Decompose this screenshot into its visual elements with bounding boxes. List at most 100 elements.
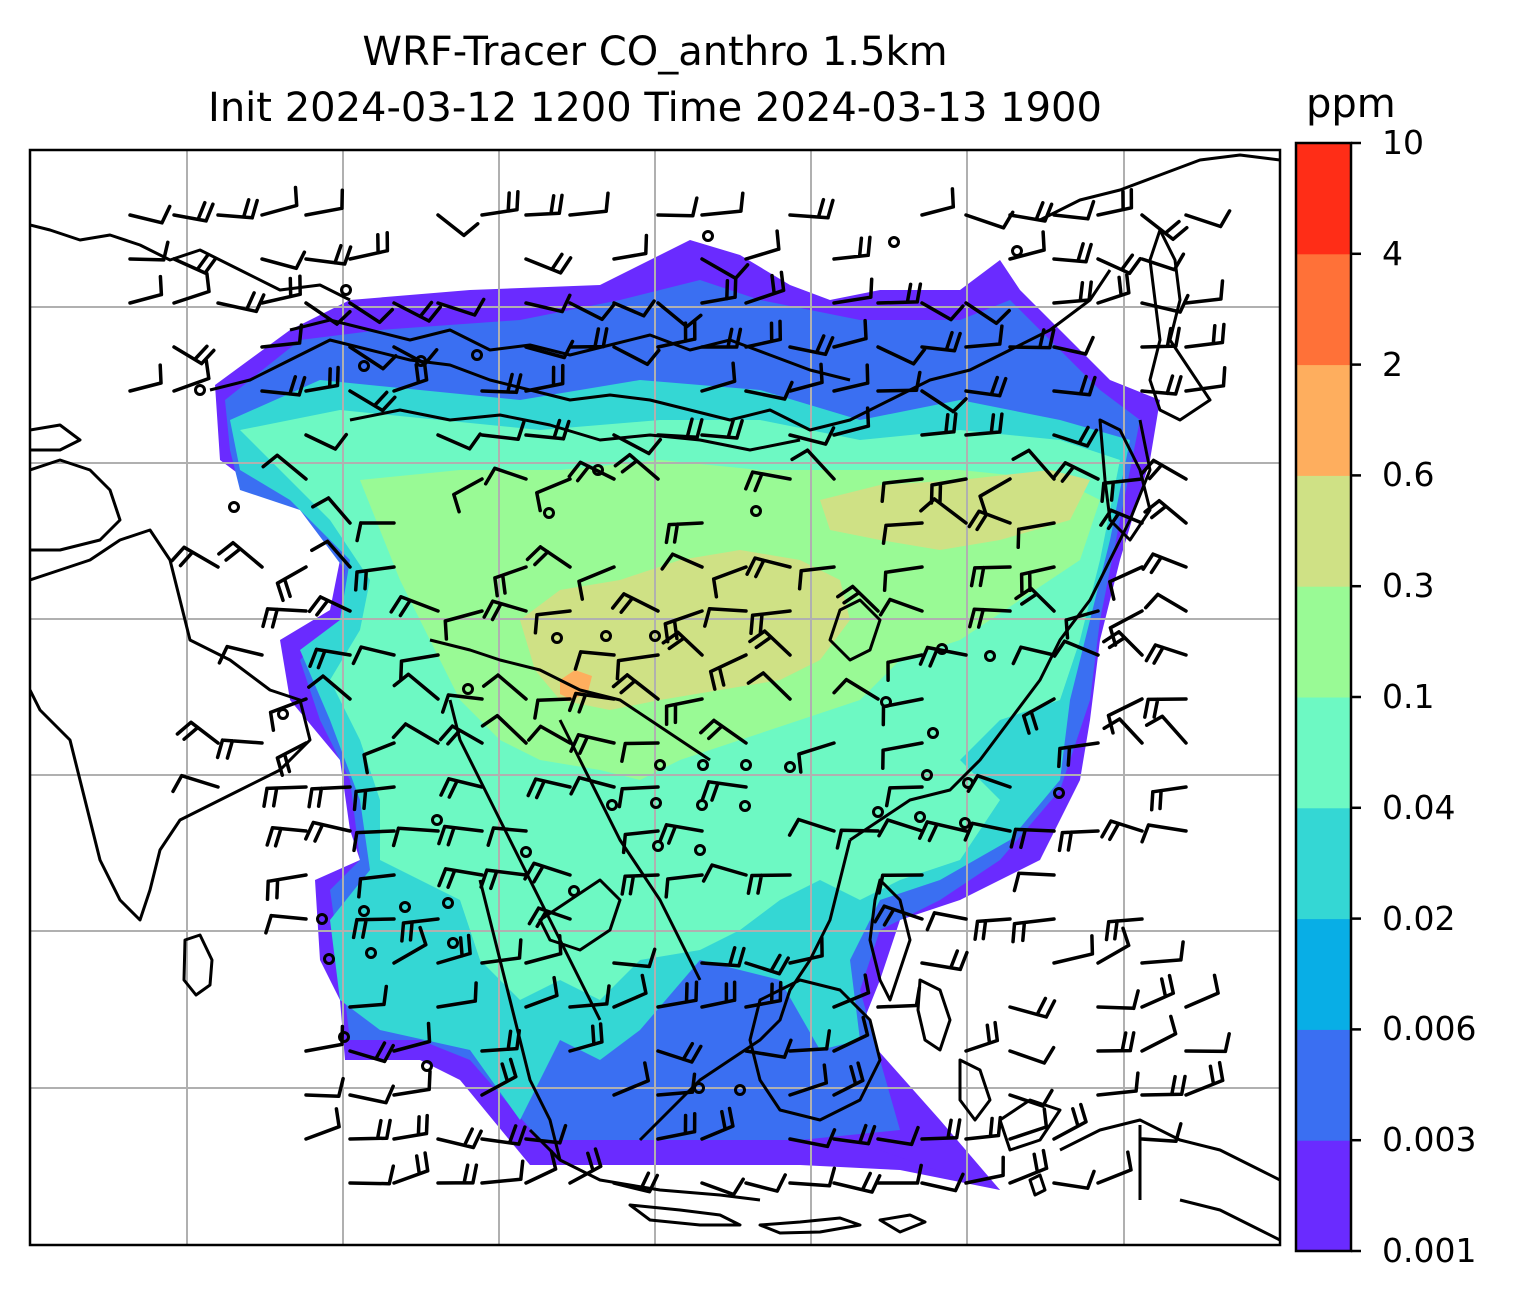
wind-barb [744,319,783,349]
wind-barb [348,984,389,1009]
wind-barb [265,873,308,902]
wind-barb [620,873,660,896]
wind-barb [832,973,871,1009]
wind-barb [1052,280,1093,305]
calm-wind-marker [921,769,933,781]
calm-wind-marker [358,905,370,917]
wind-barb [612,973,648,1009]
wind-barb [1140,326,1181,349]
wind-barb [964,301,1011,326]
wind-barb [832,1015,870,1053]
wind-barb [304,1107,341,1141]
wind-barb [524,293,572,314]
wind-barb [1016,521,1056,550]
wind-barb [172,344,216,366]
wind-barb [172,358,211,393]
wind-barb [1140,1122,1183,1143]
wind-barb [656,1041,703,1064]
wind-barb [1099,508,1144,531]
wind-barb [437,867,484,889]
wind-barb [745,556,792,579]
wind-barb [876,370,922,393]
wind-barb [967,509,1012,532]
wind-barb [268,697,308,732]
wind-barb [261,607,308,629]
calm-wind-marker [365,947,377,959]
wind-barb [1104,917,1144,942]
calm-wind-marker [652,840,664,852]
wind-barb [524,193,564,217]
wind-barb [260,185,299,217]
wind-barb [746,671,792,701]
wind-barb [744,1038,793,1059]
wind-barb [304,365,340,393]
wind-barb [620,741,660,763]
wind-barb [307,595,352,617]
wind-barb [348,1084,395,1105]
wind-barb [452,477,484,514]
wind-barb [573,650,616,671]
calm-wind-marker [739,800,751,812]
wind-barb [832,277,874,305]
wind-barb [1052,199,1096,221]
wind-barb [175,720,220,745]
wind-barb [832,318,868,349]
wind-barb [480,372,523,395]
colorbar-segment [1296,1140,1351,1252]
wind-barb [436,933,472,965]
wind-barb [832,363,870,393]
wind-barb [1052,461,1100,483]
wind-barb [304,188,345,217]
wind-barb [524,1149,558,1185]
calm-wind-marker [1011,245,1023,257]
calm-wind-marker [520,846,532,858]
wind-barb [480,1124,527,1146]
wind-barb [128,274,164,305]
calm-wind-marker [399,901,411,913]
wind-barb [260,274,302,305]
calm-wind-marker [740,759,752,771]
wind-barb [877,818,924,838]
wind-barb [311,496,352,525]
wind-barb [1102,630,1144,657]
calm-wind-marker [984,650,996,662]
wind-barb [568,191,610,217]
wind-barb [703,607,748,628]
wind-barb [348,230,390,261]
wind-barb [964,1115,1003,1141]
wind-barb [217,644,264,665]
wind-barb [1011,645,1056,666]
wind-barb [1140,213,1189,242]
wind-barb [1021,697,1056,735]
wind-barb [480,189,520,217]
wind-barb [391,722,440,745]
wind-barb [172,271,211,305]
wind-barb [567,691,616,714]
colorbar-tick-label: 4 [1382,233,1403,273]
wind-barb [664,697,704,726]
calm-wind-marker [1053,787,1065,799]
wind-barb [351,917,396,940]
colorbar-tick-label: 2 [1382,344,1403,384]
wind-barb [1096,989,1140,1011]
wind-barb [1140,940,1185,965]
wind-barb [172,253,218,275]
wind-barb [699,718,748,745]
wind-barb [661,630,704,657]
wind-barb [660,552,704,571]
colorbar-segment [1296,807,1351,920]
wind-barb [524,339,575,360]
wind-barb [1052,639,1100,658]
wind-barb [399,653,440,681]
wind-barb [656,1072,697,1097]
calm-wind-marker [750,505,762,517]
wind-barb [788,936,824,965]
wind-barb [482,599,528,622]
wind-barb [260,375,307,397]
wind-barb [1100,819,1144,842]
wind-barb [881,521,924,545]
calm-wind-marker [338,1031,350,1043]
wind-barb [1096,1031,1136,1053]
wind-barb [656,980,699,1009]
wind-barb [527,906,572,929]
